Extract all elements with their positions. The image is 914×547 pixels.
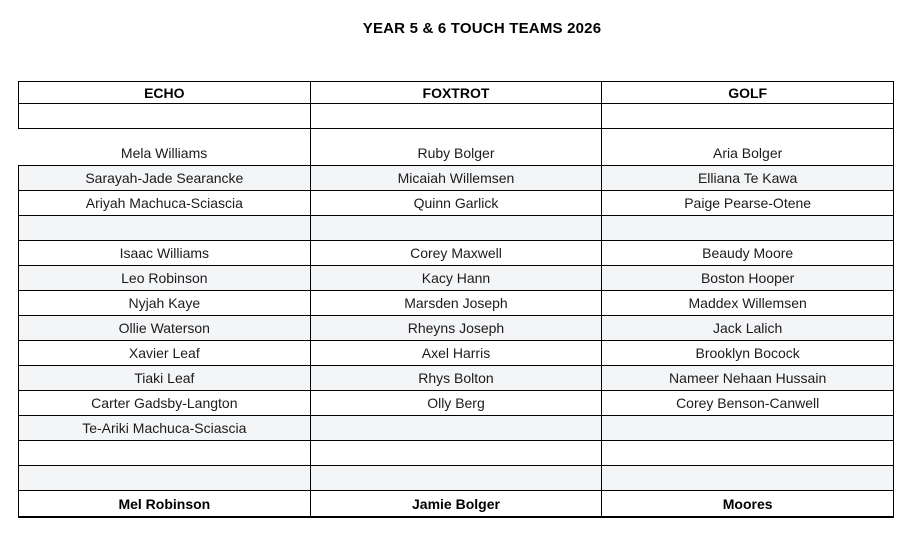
table-row: Te-Ariki Machuca-Sciascia (18, 415, 894, 441)
table-body: Mela Williams Ruby Bolger Aria Bolger Saray… (18, 103, 894, 518)
player-cell: Aria Bolger (601, 128, 894, 166)
player-cell: Kacy Hann (309, 265, 603, 291)
player-cell: Moores (601, 490, 894, 518)
table-row: Xavier Leaf Axel Harris Brooklyn Bocock (18, 340, 894, 366)
empty-cell (309, 415, 603, 441)
player-cell: Xavier Leaf (18, 340, 311, 366)
player-cell: Rheyns Joseph (309, 315, 603, 341)
player-cell: Corey Benson-Canwell (601, 390, 894, 416)
table-row: Isaac Williams Corey Maxwell Beaudy Moore (18, 240, 894, 266)
player-cell: Tiaki Leaf (18, 365, 311, 391)
player-cell: Rhys Bolton (309, 365, 603, 391)
player-cell: Maddex Willemsen (601, 290, 894, 316)
player-cell: Elliana Te Kawa (601, 165, 894, 191)
table-row: Ariyah Machuca-Sciascia Quinn Garlick Paig… (18, 190, 894, 216)
empty-cell (18, 103, 311, 129)
player-cell: Paige Pearse-Otene (601, 190, 894, 216)
empty-cell (601, 215, 894, 241)
table-header: ECHO FOXTROT GOLF (18, 81, 894, 104)
table-row: Carter Gadsby-Langton Olly Berg Corey Bens… (18, 390, 894, 416)
table-row: Nyjah Kaye Marsden Joseph Maddex Willemsen (18, 290, 894, 316)
player-cell: Olly Berg (309, 390, 603, 416)
page-title: YEAR 5 & 6 TOUCH TEAMS 2026 (362, 20, 602, 37)
table-row: Sarayah-Jade Searancke Micaiah Willemsen E… (18, 165, 894, 191)
player-cell: Nameer Nehaan Hussain (601, 365, 894, 391)
table-row: Mel Robinson Jamie Bolger Moores (18, 490, 894, 518)
column-header-echo: ECHO (18, 81, 311, 104)
player-cell: Jack Lalich (601, 315, 894, 341)
document-page: { "title": "YEAR 5 & 6 TOUCH TEAMS 2026"… (0, 20, 914, 547)
table-row: Mela Williams Ruby Bolger Aria Bolger (18, 128, 894, 166)
column-header-golf: GOLF (601, 81, 894, 104)
empty-cell (601, 465, 894, 491)
player-cell: Brooklyn Bocock (601, 340, 894, 366)
table-row (18, 440, 894, 466)
table-row (18, 215, 894, 241)
player-cell: Jamie Bolger (309, 490, 603, 518)
player-cell: Sarayah-Jade Searancke (18, 165, 311, 191)
empty-cell (309, 465, 603, 491)
empty-cell (601, 440, 894, 466)
table-row (18, 465, 894, 491)
player-cell: Marsden Joseph (309, 290, 603, 316)
empty-cell (18, 465, 311, 491)
player-cell: Boston Hooper (601, 265, 894, 291)
player-cell: Mela Williams (18, 128, 311, 166)
player-cell: Ruby Bolger (309, 128, 603, 166)
empty-cell (601, 415, 894, 441)
player-cell: Corey Maxwell (309, 240, 603, 266)
empty-cell (309, 103, 603, 129)
player-cell: Nyjah Kaye (18, 290, 311, 316)
table-row: Tiaki Leaf Rhys Bolton Nameer Nehaan Hussa… (18, 365, 894, 391)
player-cell: Ariyah Machuca-Sciascia (18, 190, 311, 216)
player-cell: Leo Robinson (18, 265, 311, 291)
table-row: Leo Robinson Kacy Hann Boston Hooper (18, 265, 894, 291)
player-cell: Ollie Waterson (18, 315, 311, 341)
player-cell: Isaac Williams (18, 240, 311, 266)
table-row (18, 103, 894, 129)
empty-cell (18, 215, 311, 241)
column-header-foxtrot: FOXTROT (309, 81, 603, 104)
header-row: ECHO FOXTROT GOLF (18, 81, 894, 104)
player-cell: Micaiah Willemsen (309, 165, 603, 191)
player-cell: Te-Ariki Machuca-Sciascia (18, 415, 311, 441)
empty-cell (601, 103, 894, 129)
empty-cell (18, 440, 311, 466)
empty-cell (309, 440, 603, 466)
empty-cell (309, 215, 603, 241)
player-cell: Beaudy Moore (601, 240, 894, 266)
table-row: Ollie Waterson Rheyns Joseph Jack Lalich (18, 315, 894, 341)
player-cell: Carter Gadsby-Langton (18, 390, 311, 416)
player-cell: Axel Harris (309, 340, 603, 366)
teams-table: ECHO FOXTROT GOLF Mela Williams Ruby Bolg… (18, 81, 894, 518)
player-cell: Quinn Garlick (309, 190, 603, 216)
player-cell: Mel Robinson (18, 490, 311, 518)
